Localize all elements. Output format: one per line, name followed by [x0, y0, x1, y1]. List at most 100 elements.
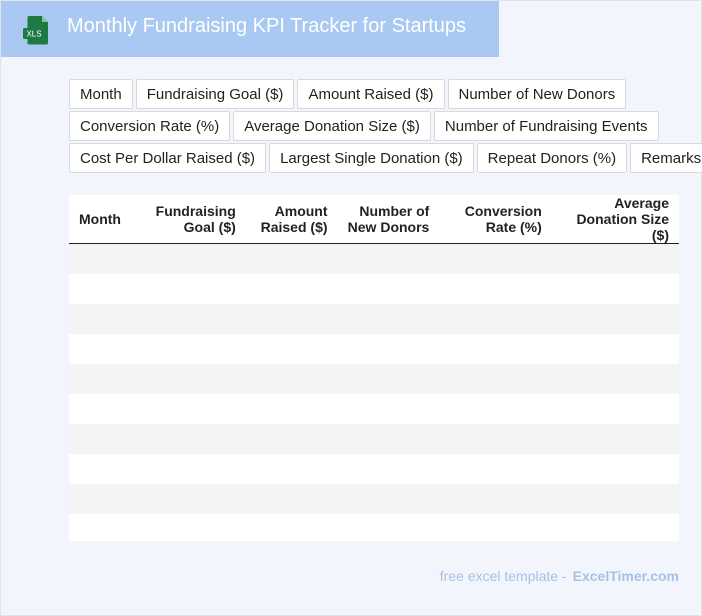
table-cell[interactable] [137, 484, 246, 514]
table-cell[interactable] [552, 454, 679, 484]
table-cell[interactable] [69, 484, 137, 514]
column-chip-list: Month Fundraising Goal ($) Amount Raised (… [69, 79, 702, 175]
table-cell[interactable] [439, 304, 551, 334]
column-header[interactable]: Average Donation Size ($) [551, 195, 679, 244]
table-cell[interactable] [552, 304, 679, 334]
title-banner: XLS Monthly Fundraising KPI Tracker for … [1, 1, 499, 57]
table-cell[interactable] [552, 424, 679, 454]
chip-row: Conversion Rate (%) Average Donation Size… [69, 111, 702, 141]
table-cell[interactable] [552, 334, 679, 364]
xls-file-icon: XLS [23, 15, 51, 45]
table-cell[interactable] [552, 394, 679, 424]
table-cell[interactable] [439, 334, 551, 364]
table-cell[interactable] [338, 514, 440, 542]
table-cell[interactable] [137, 334, 246, 364]
column-header[interactable]: Fundraising Goal ($) [137, 195, 246, 244]
table-cell[interactable] [69, 304, 137, 334]
footer-brand-link[interactable]: ExcelTimer.com [572, 568, 679, 584]
table-cell[interactable] [137, 454, 246, 484]
column-chip[interactable]: Average Donation Size ($) [233, 111, 431, 141]
table-cell[interactable] [137, 244, 246, 274]
column-chip[interactable]: Number of Fundraising Events [433, 111, 659, 141]
table-cell[interactable] [338, 244, 440, 274]
table-cell[interactable] [69, 364, 137, 394]
table-row [69, 243, 679, 274]
table-cell[interactable] [338, 454, 440, 484]
table-cell[interactable] [338, 274, 440, 304]
xls-icon-label: XLS [26, 30, 41, 39]
table-cell[interactable] [246, 334, 338, 364]
footer-credit: free excel template - ExcelTimer.com [440, 568, 679, 584]
table-cell[interactable] [137, 394, 246, 424]
footer-prefix: free excel template - [439, 568, 567, 584]
table-cell[interactable] [69, 244, 137, 274]
table-cell[interactable] [439, 454, 551, 484]
table-cell[interactable] [137, 514, 246, 542]
table-cell[interactable] [439, 244, 551, 274]
table-row [69, 303, 679, 334]
table-cell[interactable] [338, 334, 440, 364]
table-row [69, 333, 679, 364]
table-cell[interactable] [439, 484, 551, 514]
table-row [69, 273, 679, 304]
table-header-row: Month Fundraising Goal ($) Amount Raised (… [69, 195, 679, 244]
table-cell[interactable] [246, 244, 338, 274]
table-cell[interactable] [552, 364, 679, 394]
table-cell[interactable] [246, 484, 338, 514]
table-cell[interactable] [439, 274, 551, 304]
table-cell[interactable] [552, 274, 679, 304]
table-cell[interactable] [246, 424, 338, 454]
column-chip[interactable]: Largest Single Donation ($) [269, 143, 474, 173]
table-row [69, 393, 679, 424]
column-chip[interactable]: Cost Per Dollar Raised ($) [69, 143, 267, 173]
table-body [69, 243, 679, 542]
table-cell[interactable] [338, 424, 440, 454]
column-chip[interactable]: Month [69, 79, 133, 109]
table-cell[interactable] [69, 514, 137, 542]
column-header[interactable]: Month [69, 195, 138, 244]
column-chip[interactable]: Amount Raised ($) [297, 79, 445, 109]
table-cell[interactable] [246, 514, 338, 542]
chip-row: Month Fundraising Goal ($) Amount Raised (… [69, 79, 702, 109]
column-header[interactable]: Conversion Rate (%) [439, 195, 552, 244]
table-cell[interactable] [137, 364, 246, 394]
tracker-table: Month Fundraising Goal ($) Amount Raised (… [69, 195, 679, 541]
table-cell[interactable] [552, 514, 679, 542]
table-cell[interactable] [137, 274, 246, 304]
table-cell[interactable] [246, 274, 338, 304]
table-cell[interactable] [552, 484, 679, 514]
table-cell[interactable] [246, 454, 338, 484]
column-chip[interactable]: Remarks [630, 143, 702, 173]
table-cell[interactable] [69, 394, 137, 424]
table-row [69, 423, 679, 454]
table-cell[interactable] [552, 244, 679, 274]
table-row [69, 453, 679, 484]
table-cell[interactable] [439, 424, 551, 454]
column-chip[interactable]: Fundraising Goal ($) [135, 79, 295, 109]
table-cell[interactable] [246, 364, 338, 394]
column-header[interactable]: Number of New Donors [337, 195, 440, 244]
table-row [69, 513, 679, 542]
table-cell[interactable] [439, 364, 551, 394]
table-cell[interactable] [338, 364, 440, 394]
table-row [69, 363, 679, 394]
chip-row: Cost Per Dollar Raised ($) Largest Single… [69, 143, 702, 173]
table-cell[interactable] [246, 304, 338, 334]
table-cell[interactable] [246, 394, 338, 424]
table-cell[interactable] [338, 394, 440, 424]
table-cell[interactable] [338, 484, 440, 514]
table-cell[interactable] [137, 424, 246, 454]
table-cell[interactable] [69, 454, 137, 484]
table-cell[interactable] [69, 424, 137, 454]
column-chip[interactable]: Conversion Rate (%) [69, 111, 231, 141]
table-cell[interactable] [338, 304, 440, 334]
column-chip[interactable]: Repeat Donors (%) [476, 143, 628, 173]
column-chip[interactable]: Number of New Donors [447, 79, 627, 109]
table-cell[interactable] [439, 394, 551, 424]
column-header[interactable]: Amount Raised ($) [245, 195, 338, 244]
table-cell[interactable] [69, 274, 137, 304]
table-cell[interactable] [439, 514, 551, 542]
table-cell[interactable] [69, 334, 137, 364]
page-title: Monthly Fundraising KPI Tracker for Star… [67, 15, 467, 37]
table-cell[interactable] [137, 304, 246, 334]
